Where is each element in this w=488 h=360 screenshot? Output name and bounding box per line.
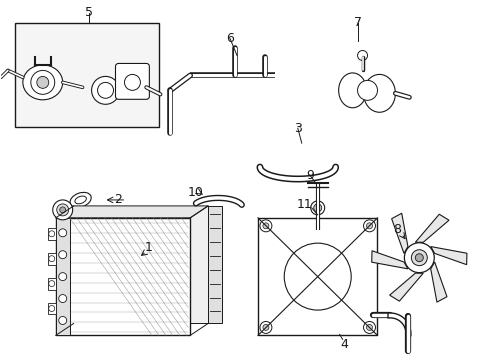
Circle shape	[91, 76, 119, 104]
Circle shape	[31, 71, 55, 94]
Text: 7: 7	[353, 16, 361, 29]
Bar	[48, 278, 56, 289]
Ellipse shape	[23, 65, 62, 100]
Ellipse shape	[338, 73, 366, 108]
Circle shape	[49, 306, 55, 311]
Ellipse shape	[363, 75, 395, 112]
Ellipse shape	[70, 192, 91, 207]
Bar	[258, 218, 377, 336]
Text: 3: 3	[293, 122, 301, 135]
Circle shape	[310, 201, 324, 215]
Circle shape	[363, 220, 375, 232]
Polygon shape	[391, 213, 407, 253]
Polygon shape	[414, 214, 448, 242]
Circle shape	[60, 207, 65, 213]
Circle shape	[57, 204, 68, 216]
Text: 11: 11	[296, 198, 312, 211]
Polygon shape	[430, 247, 466, 265]
Circle shape	[366, 324, 372, 330]
Ellipse shape	[75, 196, 86, 204]
Circle shape	[404, 243, 433, 273]
Circle shape	[357, 80, 377, 100]
Circle shape	[260, 220, 271, 232]
Circle shape	[49, 280, 55, 287]
Polygon shape	[371, 251, 407, 269]
Bar	[48, 228, 56, 240]
Text: 1: 1	[144, 241, 152, 254]
Circle shape	[59, 229, 66, 237]
Text: 6: 6	[225, 32, 234, 45]
Circle shape	[357, 50, 367, 60]
Bar	[74, 206, 208, 323]
Circle shape	[59, 316, 66, 324]
Circle shape	[49, 256, 55, 262]
Text: 9: 9	[305, 168, 313, 181]
Bar	[56, 218, 190, 336]
Circle shape	[284, 243, 350, 310]
Circle shape	[98, 82, 113, 98]
Circle shape	[59, 273, 66, 280]
Bar	[48, 302, 56, 315]
FancyBboxPatch shape	[115, 63, 149, 99]
Text: 5: 5	[84, 6, 92, 19]
Circle shape	[49, 231, 55, 237]
Bar	[208, 206, 222, 323]
Polygon shape	[389, 273, 423, 301]
Circle shape	[37, 76, 49, 88]
Text: 8: 8	[393, 223, 401, 236]
Circle shape	[263, 324, 268, 330]
Circle shape	[366, 223, 372, 229]
Text: 4: 4	[340, 338, 348, 351]
Bar	[69, 218, 188, 336]
Circle shape	[414, 254, 423, 262]
Circle shape	[260, 321, 271, 333]
Circle shape	[263, 223, 268, 229]
Circle shape	[59, 251, 66, 259]
Circle shape	[313, 204, 321, 212]
Bar	[48, 253, 56, 265]
Polygon shape	[430, 262, 446, 302]
Text: 10: 10	[187, 186, 203, 199]
Circle shape	[410, 250, 427, 266]
Bar	[15, 23, 159, 127]
Text: 2: 2	[114, 193, 122, 206]
Circle shape	[53, 200, 73, 220]
Circle shape	[59, 294, 66, 302]
Polygon shape	[56, 206, 208, 218]
Circle shape	[363, 321, 375, 333]
Circle shape	[124, 75, 140, 90]
Bar	[56, 218, 69, 336]
